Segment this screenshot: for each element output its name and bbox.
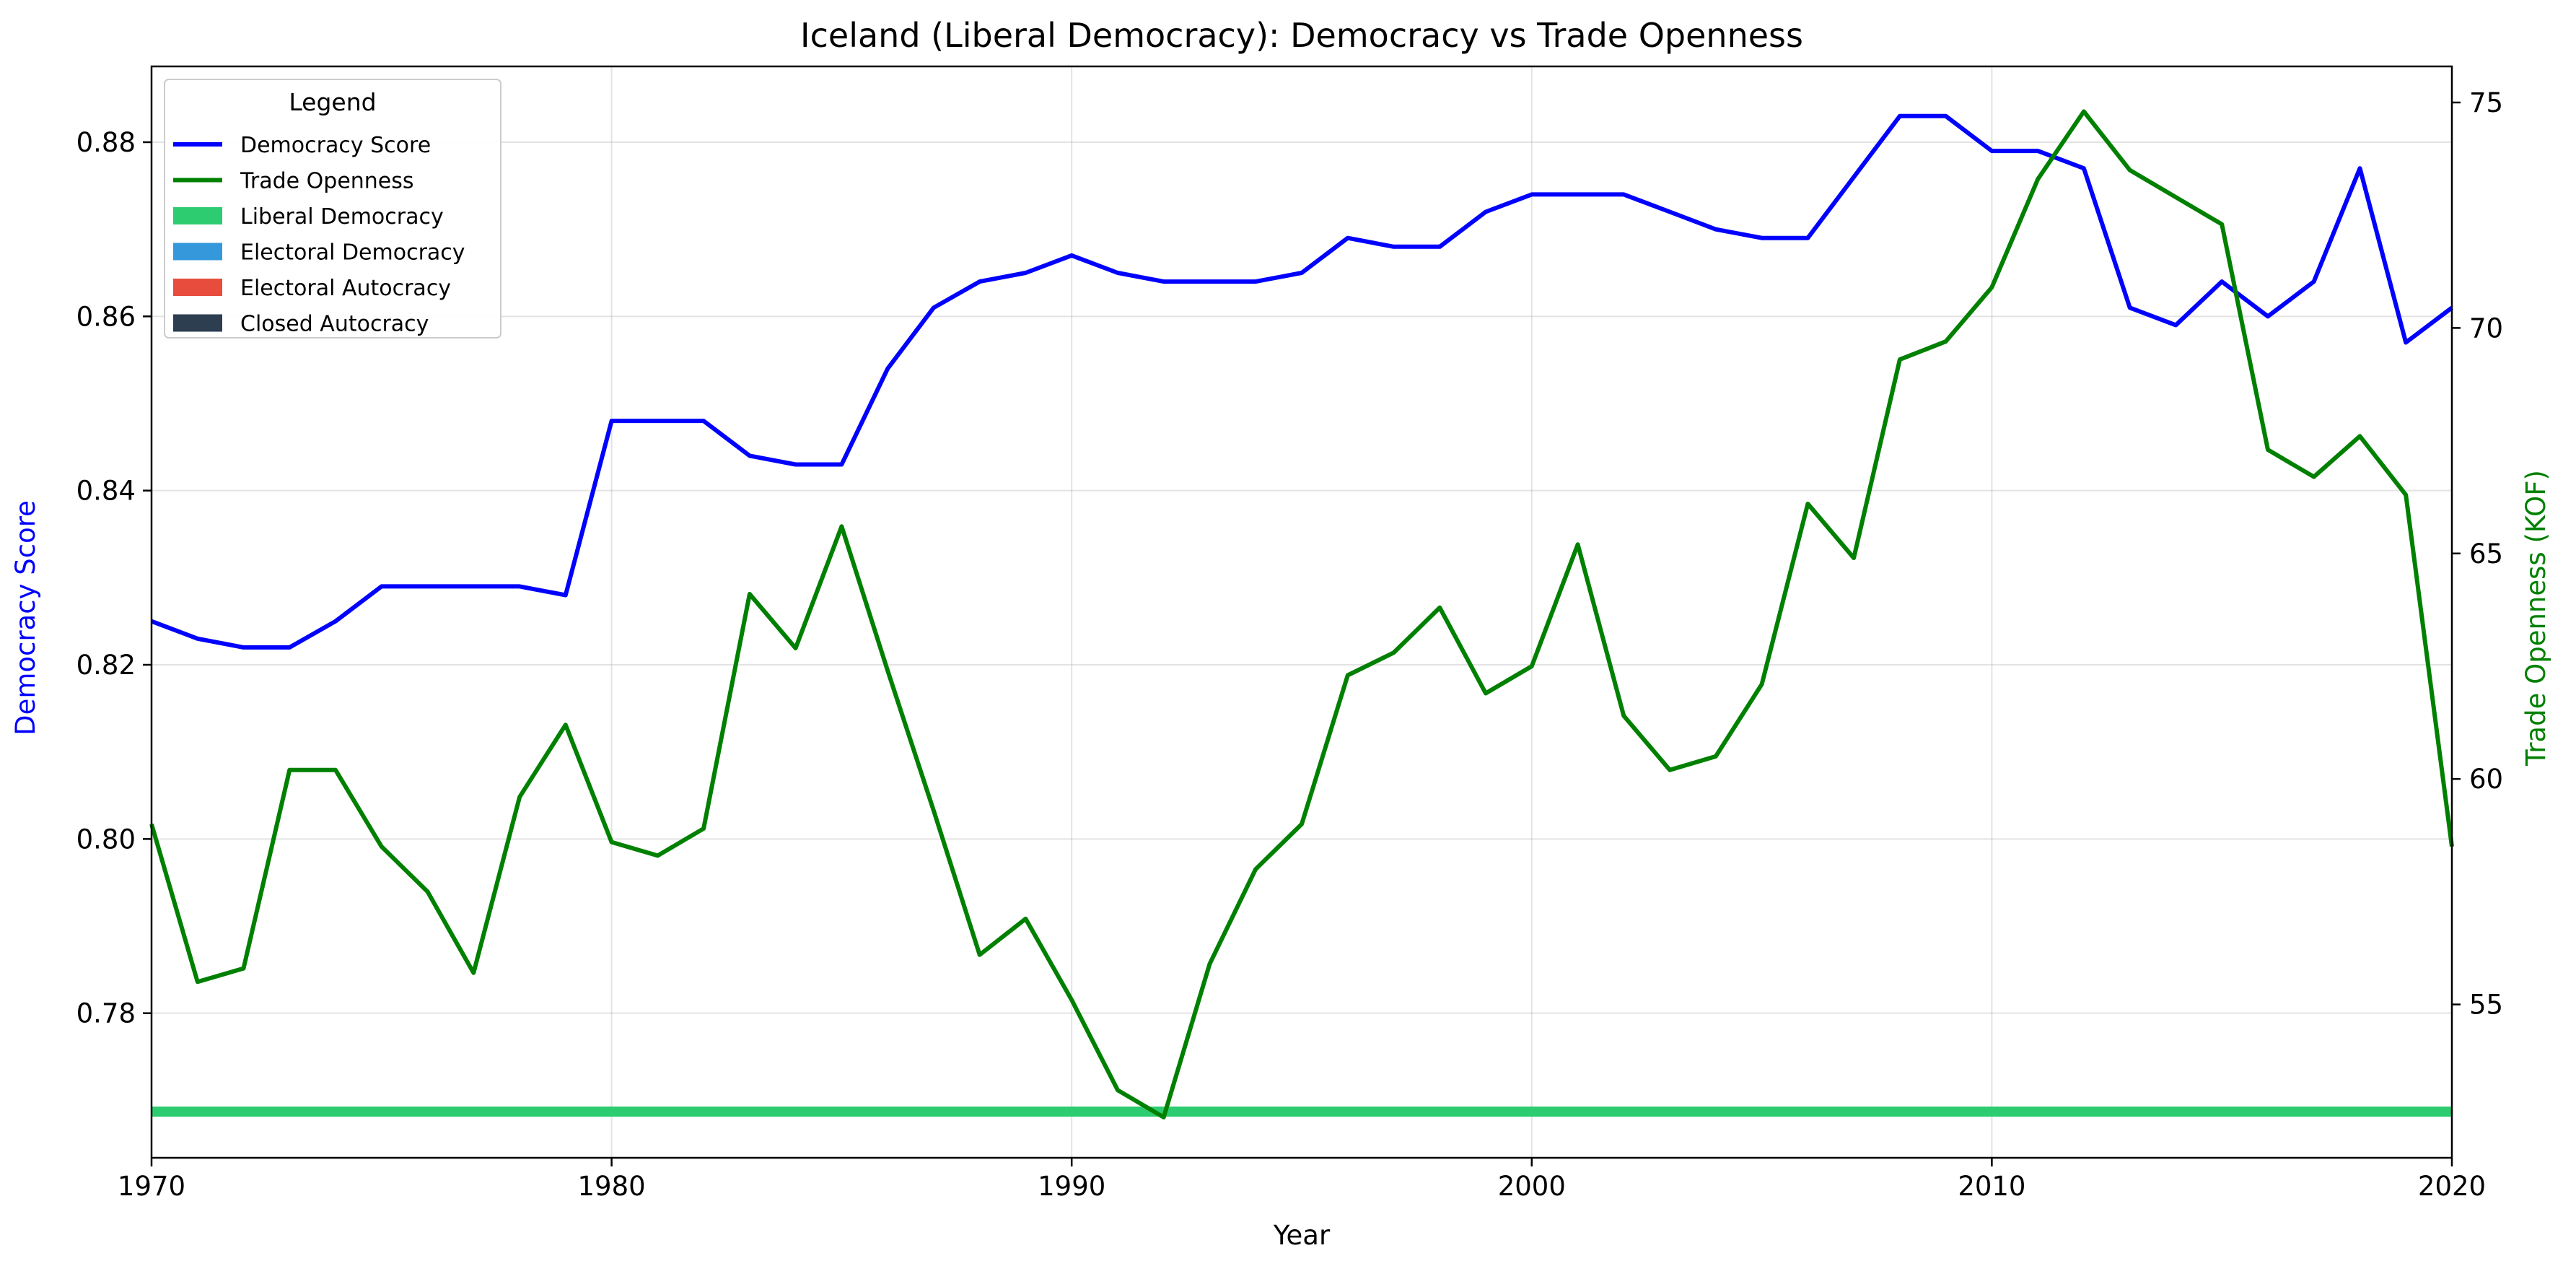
- y-left-tick-label: 0.82: [76, 650, 136, 681]
- plot-frame: [150, 65, 2453, 1159]
- legend-label-electoral-democracy: Electoral Democracy: [240, 240, 465, 266]
- y-axis-right-title: Trade Openness (KOF): [2520, 470, 2551, 767]
- y-left-tick-label: 0.88: [76, 127, 136, 158]
- legend-swatch-electoral-democracy: [173, 243, 222, 261]
- legend: Legend Democracy Score Trade Openness Liber…: [164, 79, 501, 339]
- regime-band-liberal-democracy: [152, 1107, 2452, 1117]
- y-left-tick-label: 0.84: [76, 476, 136, 507]
- x-axis: 1970 1980 1990 2000 2010 2020: [118, 1158, 2486, 1202]
- y-right-tick-label: 60: [2469, 764, 2503, 795]
- legend-label-trade-openness: Trade Openness: [240, 169, 414, 194]
- series-layer: [149, 109, 2454, 1120]
- y-left-tick-label: 0.86: [76, 301, 136, 332]
- legend-title: Legend: [289, 88, 376, 116]
- x-tick-label: 2000: [1498, 1171, 1566, 1202]
- legend-label-closed-autocracy: Closed Autocracy: [240, 312, 429, 337]
- grid: [151, 66, 2453, 1158]
- x-tick-label: 1980: [578, 1171, 646, 1202]
- legend-box: [164, 79, 501, 339]
- y-axis-left: 0.78 0.80 0.82 0.84 0.86 0.88: [76, 127, 152, 1029]
- legend-swatch-closed-autocracy: [173, 314, 222, 332]
- series-line-trade-openness: [149, 109, 2454, 1120]
- legend-label-democracy-score: Democracy Score: [240, 133, 431, 158]
- legend-swatch-liberal-democracy: [173, 207, 222, 224]
- y-right-tick-label: 65: [2469, 538, 2503, 570]
- series-line-democracy-score: [150, 113, 2453, 650]
- x-tick-label: 2010: [1958, 1171, 2025, 1202]
- legend-label-electoral-autocracy: Electoral Autocracy: [240, 276, 451, 301]
- y-left-tick-label: 0.78: [76, 998, 136, 1029]
- x-tick-label: 1970: [118, 1171, 185, 1202]
- legend-label-liberal-democracy: Liberal Democracy: [240, 204, 444, 230]
- y-right-tick-label: 70: [2469, 313, 2503, 344]
- y-right-tick-label: 55: [2469, 990, 2503, 1021]
- chart-title: Iceland (Liberal Democracy): Democracy v…: [800, 16, 1803, 55]
- legend-swatch-electoral-autocracy: [173, 279, 222, 296]
- x-axis-title: Year: [1273, 1220, 1331, 1251]
- y-axis-left-title: Democracy Score: [10, 500, 41, 736]
- x-tick-label: 2020: [2418, 1171, 2486, 1202]
- y-right-tick-label: 75: [2469, 87, 2503, 118]
- y-axis-right: 55 60 65 70 75: [2452, 87, 2503, 1021]
- regime-band-layer: [152, 1107, 2452, 1117]
- y-left-tick-label: 0.80: [76, 824, 136, 855]
- x-tick-label: 1990: [1038, 1171, 1105, 1202]
